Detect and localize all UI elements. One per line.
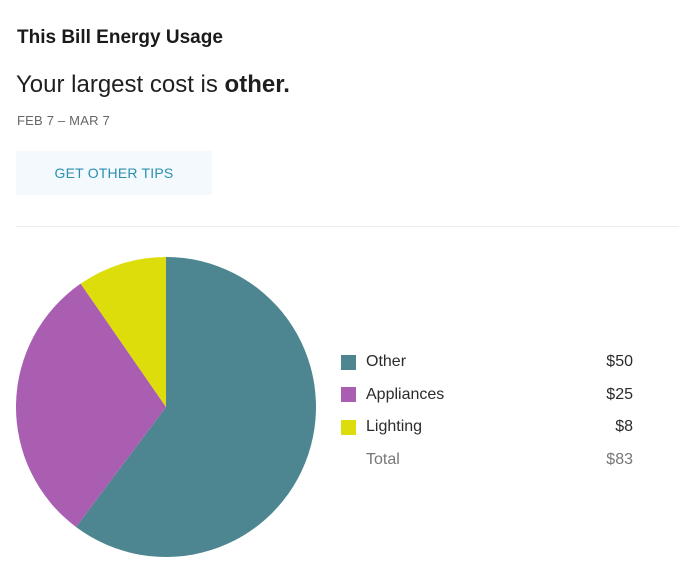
- headline-prefix: Your largest cost is: [16, 71, 225, 98]
- total-value: $83: [606, 450, 633, 468]
- pie-slice-lighting: [80, 257, 166, 407]
- legend-item-other: Other $50: [341, 346, 633, 379]
- section-divider: [16, 226, 679, 227]
- largest-cost-category: other.: [224, 71, 290, 98]
- chart-legend: Other $50 Appliances $25 Lighting $8 Tot…: [341, 346, 633, 476]
- card-title: This Bill Energy Usage: [17, 27, 223, 48]
- largest-cost-headline: Your largest cost is other.: [16, 71, 290, 99]
- legend-label: Lighting: [366, 418, 423, 436]
- legend-value: $25: [606, 385, 633, 403]
- legend-label: Other: [366, 353, 407, 371]
- billing-date-range: FEB 7 – MAR 7: [17, 113, 110, 128]
- legend-total: Total $83: [341, 444, 633, 477]
- legend-label: Appliances: [366, 385, 445, 403]
- pie-slice-other: [76, 257, 316, 557]
- legend-value: $50: [606, 353, 633, 371]
- energy-usage-pie-chart: [15, 257, 316, 557]
- legend-item-lighting: Lighting $8: [341, 411, 633, 444]
- legend-swatch-lighting: [341, 419, 356, 435]
- legend-swatch-other: [341, 354, 356, 370]
- pie-slice-appliances: [15, 283, 167, 528]
- legend-value: $8: [615, 418, 633, 436]
- total-label: Total: [366, 450, 400, 468]
- legend-swatch-appliances: [341, 387, 356, 403]
- get-other-tips-button[interactable]: GET OTHER TIPS: [16, 151, 212, 195]
- legend-item-appliances: Appliances $25: [341, 379, 633, 412]
